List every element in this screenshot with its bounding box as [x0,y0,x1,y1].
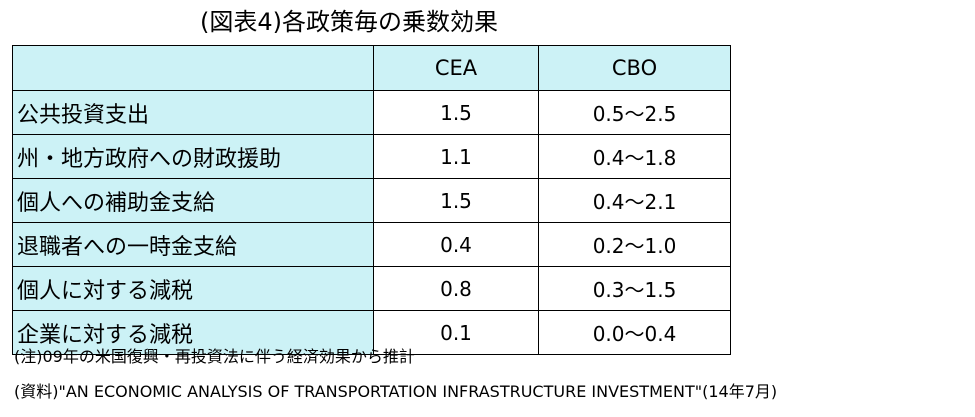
cbo-range: 0.5～2.5 [538,90,731,135]
policy-name: 個人に対する減税 [12,266,374,311]
policy-name: 州・地方政府への財政援助 [12,134,374,179]
cea-value: 0.4 [373,222,539,267]
policy-name: 個人への補助金支給 [12,178,374,223]
cbo-range: 0.0～0.4 [538,310,731,355]
cbo-range: 0.4～1.8 [538,134,731,179]
cea-value: 1.5 [373,178,539,223]
cbo-range: 0.2～1.0 [538,222,731,267]
footnote: (注)09年の米国復興・再投資法に伴う経済効果から推計 [14,347,415,366]
source-note: (資料)"AN ECONOMIC ANALYSIS OF TRANSPORTAT… [14,382,778,401]
policy-name: 公共投資支出 [12,90,374,135]
table-row: 個人に対する減税 0.8 0.3～1.5 [12,266,731,311]
figure-title: (図表4)各政策毎の乗数効果 [200,8,498,36]
cea-value: 1.1 [373,134,539,179]
table-header-row: CEA CBO [12,45,731,91]
cbo-range: 0.3～1.5 [538,266,731,311]
header-cea: CEA [373,45,539,91]
table-row: 公共投資支出 1.5 0.5～2.5 [12,90,731,135]
multiplier-table: CEA CBO 公共投資支出 1.5 0.5～2.5 州・地方政府への財政援助 … [12,45,731,355]
table-row: 個人への補助金支給 1.5 0.4～2.1 [12,178,731,223]
header-policy [12,45,374,91]
table-row: 企業に対する減税 0.1 0.0～0.4 [12,310,731,355]
policy-name: 退職者への一時金支給 [12,222,374,267]
header-cbo: CBO [538,45,731,91]
cbo-range: 0.4～2.1 [538,178,731,223]
policy-name: 企業に対する減税 [12,310,374,355]
table-row: 州・地方政府への財政援助 1.1 0.4～1.8 [12,134,731,179]
cea-value: 0.8 [373,266,539,311]
cea-value: 1.5 [373,90,539,135]
table-row: 退職者への一時金支給 0.4 0.2～1.0 [12,222,731,267]
